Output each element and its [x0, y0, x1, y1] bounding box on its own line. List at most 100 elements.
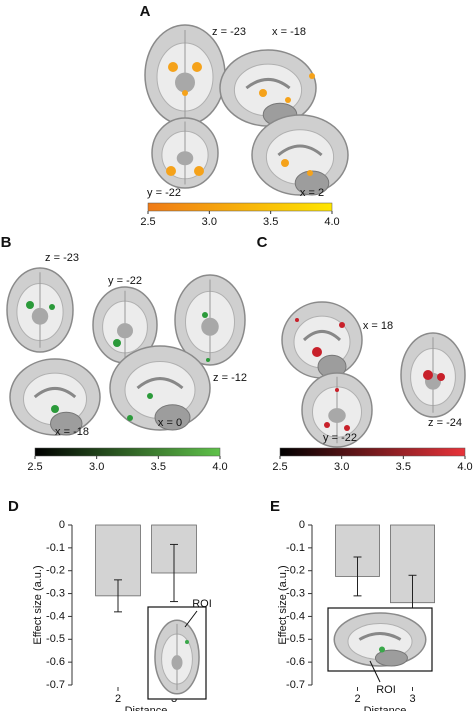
y-axis-label: Effect size (a.u.): [277, 565, 289, 644]
brain-cerebellum: [374, 649, 408, 667]
brain-center: [31, 307, 49, 325]
activation-blob: [309, 73, 315, 79]
colorbar-tick-label: 2.5: [140, 216, 155, 228]
brain-callosum: [245, 77, 291, 90]
activation-blob: [437, 373, 445, 381]
y-tick-label: -0.1: [286, 542, 305, 554]
panel-letter: D: [8, 498, 19, 515]
activation-blob: [281, 159, 289, 167]
brain-callosum: [136, 377, 184, 390]
y-tick-label: -0.3: [286, 587, 305, 599]
activation-blob: [182, 90, 188, 96]
activation-blob: [379, 646, 385, 653]
brain-center: [171, 655, 183, 670]
brain-center: [175, 72, 195, 93]
y-tick-label: -0.2: [286, 565, 305, 577]
activation-blob: [312, 347, 322, 357]
brain-cerebellum: [154, 404, 191, 431]
slice-label: x = 0: [158, 417, 182, 429]
y-tick-label: -0.7: [286, 679, 305, 691]
activation-blob: [49, 304, 55, 310]
y-tick-label: -0.6: [46, 656, 65, 668]
brain-cerebellum: [50, 411, 83, 436]
activation-blob: [285, 97, 291, 103]
colorbar-tick-label: 3.5: [151, 461, 166, 473]
activation-blob: [194, 166, 204, 176]
brain-callosum: [358, 632, 402, 641]
y-tick-label: -0.4: [46, 610, 65, 622]
colorbar: [279, 447, 466, 457]
roi-arrow: [369, 660, 381, 683]
activation-blob: [307, 170, 313, 176]
roi-arrow: [184, 610, 198, 628]
activation-blob: [51, 405, 59, 413]
activation-blob: [192, 62, 202, 72]
panel-letter: B: [1, 234, 12, 251]
slice-label: z = -23: [212, 26, 246, 38]
activation-blob: [259, 89, 267, 97]
slice-label: z = -12: [213, 372, 247, 384]
panel-letter: A: [140, 3, 151, 20]
y-tick-label: -0.5: [46, 633, 65, 645]
activation-blob: [324, 422, 330, 428]
activation-blob: [147, 393, 153, 399]
y-tick-label: -0.3: [46, 587, 65, 599]
colorbar-tick-label: 4.0: [457, 461, 472, 473]
y-tick-label: 0: [59, 519, 65, 531]
colorbar-tick-label: 3.0: [89, 461, 104, 473]
y-tick-label: 0: [299, 519, 305, 531]
activation-blob: [166, 166, 176, 176]
brain-callosum: [277, 144, 323, 157]
colorbar-tick-label: 2.5: [27, 461, 42, 473]
slice-label: y = -22: [147, 187, 181, 199]
slice-label: z = -24: [428, 417, 462, 429]
activation-blob: [295, 318, 299, 322]
slice-label: y = -22: [108, 275, 142, 287]
activation-blob: [344, 425, 350, 431]
x-tick-label: 2: [354, 693, 360, 705]
colorbar-tick-label: 2.5: [272, 461, 287, 473]
y-tick-label: -0.5: [286, 633, 305, 645]
brain-center: [328, 408, 346, 423]
y-tick-label: -0.2: [46, 565, 65, 577]
activation-blob: [339, 322, 345, 328]
panel-letter: E: [270, 498, 280, 515]
roi-label: ROI: [192, 598, 212, 610]
colorbar: [34, 447, 221, 457]
brain-callosum: [33, 386, 77, 399]
roi-label: ROI: [376, 684, 396, 696]
activation-blob: [113, 339, 121, 347]
colorbar-tick-label: 4.0: [324, 216, 339, 228]
panel-letter: C: [257, 234, 268, 251]
x-axis-label: Distance: [125, 705, 168, 711]
slice-label: x = -18: [55, 426, 89, 438]
activation-blob: [26, 301, 34, 309]
activation-blob: [423, 370, 433, 380]
y-tick-label: -0.1: [46, 542, 65, 554]
y-tick-label: -0.7: [46, 679, 65, 691]
colorbar: [147, 202, 333, 212]
slice-label: x = -18: [272, 26, 306, 38]
colorbar-tick-label: 3.0: [202, 216, 217, 228]
x-tick-label: 3: [409, 693, 415, 705]
brain-center: [176, 151, 194, 166]
colorbar-tick-label: 3.5: [396, 461, 411, 473]
x-axis-label: Distance: [364, 705, 407, 711]
activation-blob: [127, 415, 133, 421]
colorbar-tick-label: 3.5: [263, 216, 278, 228]
brain-center: [201, 317, 219, 336]
y-tick-label: -0.6: [286, 656, 305, 668]
activation-blob: [202, 312, 208, 318]
colorbar-tick-label: 3.0: [334, 461, 349, 473]
y-axis-label: Effect size (a.u.): [32, 565, 44, 644]
slice-label: x = 2: [300, 187, 324, 199]
activation-blob: [168, 62, 178, 72]
colorbar-tick-label: 4.0: [212, 461, 227, 473]
x-tick-label: 2: [115, 693, 121, 705]
activation-blob: [206, 358, 210, 362]
slice-label: x = 18: [363, 320, 393, 332]
slice-label: y = -22: [323, 432, 357, 444]
brain-callosum: [302, 329, 342, 342]
activation-blob: [185, 640, 189, 644]
